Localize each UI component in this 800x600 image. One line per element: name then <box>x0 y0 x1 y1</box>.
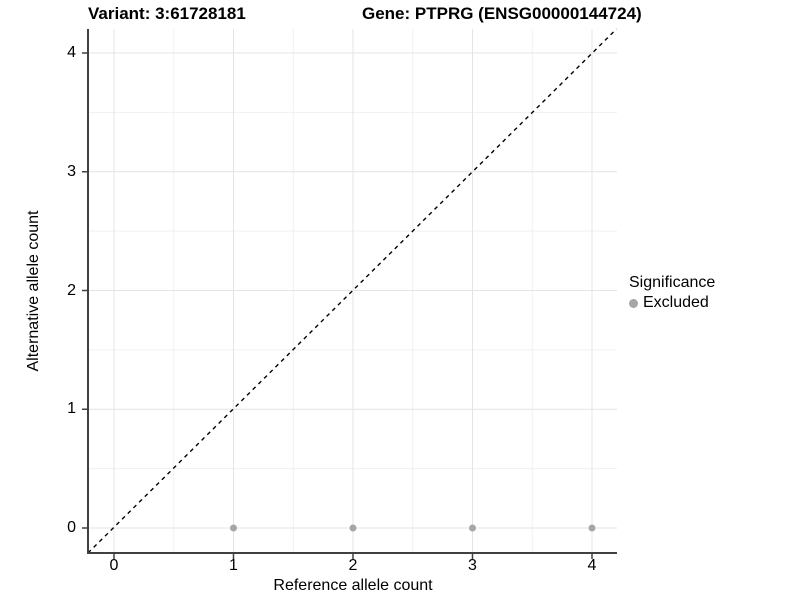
y-tick-label: 1 <box>67 400 76 418</box>
x-tick-label: 2 <box>348 557 358 574</box>
data-point <box>588 524 596 532</box>
plot-title-gene: Gene: PTPRG (ENSG00000144724) <box>362 4 642 23</box>
x-tick-label: 0 <box>109 557 119 574</box>
legend-point-icon <box>629 298 638 308</box>
y-tick-label: 4 <box>67 44 76 61</box>
x-tick-label: 3 <box>468 557 477 574</box>
x-axis-title: Reference allele count <box>273 577 433 594</box>
y-tick-label: 3 <box>67 162 76 180</box>
legend-entry-excluded: Excluded <box>629 294 715 312</box>
legend-title: Significance <box>629 274 716 291</box>
legend-entry-label: Excluded <box>643 294 709 311</box>
data-points <box>230 524 596 532</box>
data-point <box>469 524 476 532</box>
data-point <box>230 524 237 532</box>
y-tick-label: 0 <box>67 519 76 536</box>
axis-lines-and-ticks <box>82 29 617 559</box>
x-tick-label: 1 <box>229 557 238 574</box>
y-tick-label: 2 <box>67 281 76 299</box>
x-tick-label: 4 <box>587 557 597 574</box>
legend: Significance Excluded <box>629 274 715 312</box>
y-axis-title: Alternative allele count <box>25 210 42 372</box>
data-point <box>349 524 357 532</box>
plot-title-variant: Variant: 3:61728181 <box>88 4 246 23</box>
